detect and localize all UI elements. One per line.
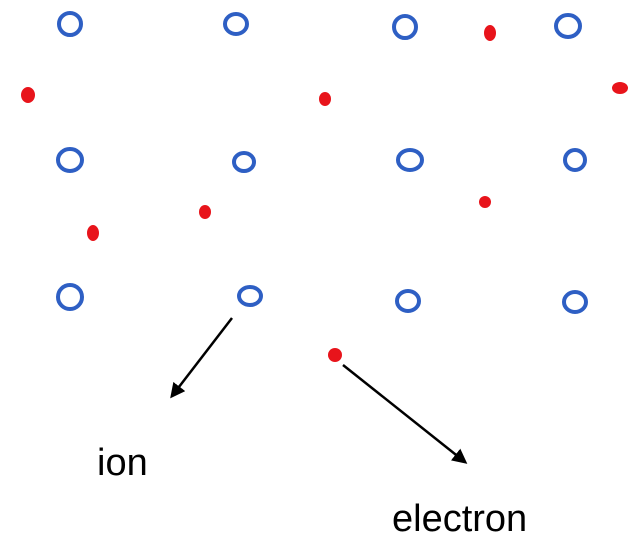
ion [556, 15, 580, 37]
electron [612, 82, 628, 94]
ions [58, 13, 586, 312]
ion [239, 287, 261, 305]
ion [234, 153, 254, 171]
electron [328, 348, 342, 362]
ion [398, 150, 422, 170]
ion [58, 149, 82, 171]
electron [484, 25, 496, 41]
ion-label: ion [97, 442, 148, 484]
ion-arrow [172, 318, 232, 396]
electron-label: electron [392, 498, 527, 536]
ion [564, 292, 586, 312]
electrons [21, 25, 628, 362]
ion [394, 16, 416, 38]
ion [59, 13, 81, 35]
electron [199, 205, 211, 219]
ion [565, 150, 585, 170]
electron [479, 196, 491, 208]
ion [58, 285, 82, 309]
electron-arrow [343, 365, 465, 462]
electron [87, 225, 99, 241]
ion [225, 14, 247, 34]
electron [21, 87, 35, 103]
ion [397, 291, 419, 311]
electron [319, 92, 331, 106]
diagram: ion electron [0, 0, 643, 536]
